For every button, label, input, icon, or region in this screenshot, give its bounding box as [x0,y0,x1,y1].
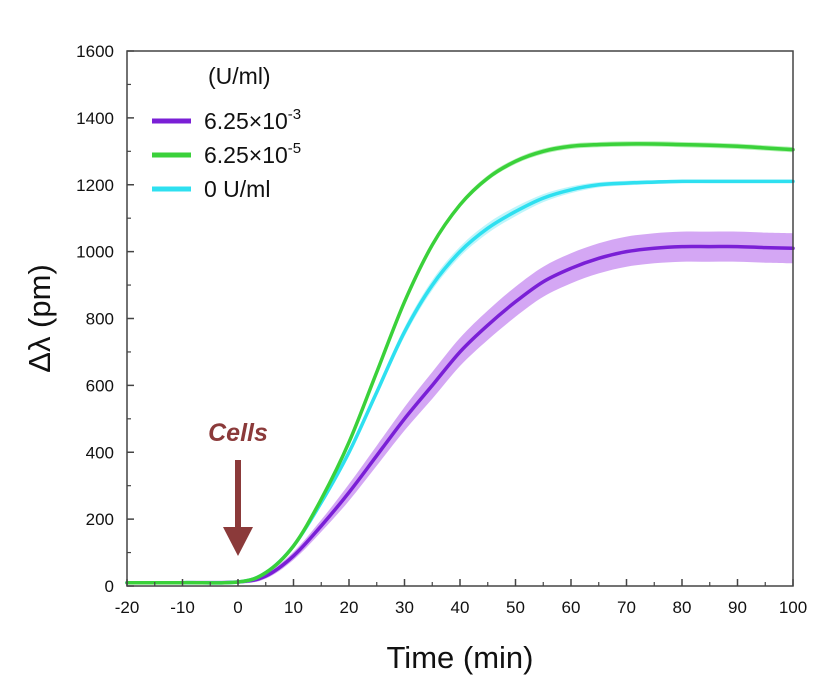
y-axis-ticks: 0 200 400 600 800 1000 1200 1400 1600 [76,42,134,596]
x-tick-label: 0 [233,598,242,617]
y-tick-label: 800 [86,310,114,329]
y-tick-label: 200 [86,510,114,529]
x-tick-label: 50 [506,598,525,617]
y-tick-label: 1400 [76,109,114,128]
y-tick-label: 1600 [76,42,114,61]
y-tick-label: 0 [105,577,114,596]
cells-annotation: Cells [208,419,268,556]
series-2-line [125,142,795,585]
y-tick-label: 600 [86,376,114,395]
x-tick-label: 100 [779,598,807,617]
x-tick-label: 20 [340,598,359,617]
legend: (U/ml) 6.25×10-3 6.25×10-5 0 U/ml [152,63,301,202]
x-tick-label: 40 [451,598,470,617]
legend-entry-1: 6.25×10-3 [204,106,301,134]
x-axis-ticks: -20 -10 0 10 20 30 40 50 60 70 80 90 100 [115,579,807,617]
x-tick-label: 70 [617,598,636,617]
y-tick-label: 400 [86,443,114,462]
annotation-arrow-head [223,527,253,556]
legend-entry-3: 0 U/ml [204,176,270,202]
annotation-label: Cells [208,419,268,447]
x-tick-label: 60 [562,598,581,617]
legend-entry-exponent: -5 [288,140,301,157]
x-tick-label: -20 [115,598,140,617]
y-tick-label: 1000 [76,243,114,262]
series-1-line [125,244,795,585]
x-tick-label: 90 [728,598,747,617]
legend-title: (U/ml) [208,63,271,89]
x-tick-label: 30 [395,598,414,617]
series-lines [125,142,795,585]
x-tick-label: -10 [170,598,195,617]
x-tick-label: 10 [284,598,303,617]
x-axis-title: Time (min) [387,640,534,675]
error-bands [127,141,793,584]
y-axis-title: Δλ (pm) [22,264,57,373]
y-tick-label: 1200 [76,176,114,195]
legend-entry-exponent: -3 [288,106,301,123]
legend-entry-2: 6.25×10-5 [204,140,301,168]
x-tick-label: 80 [673,598,692,617]
